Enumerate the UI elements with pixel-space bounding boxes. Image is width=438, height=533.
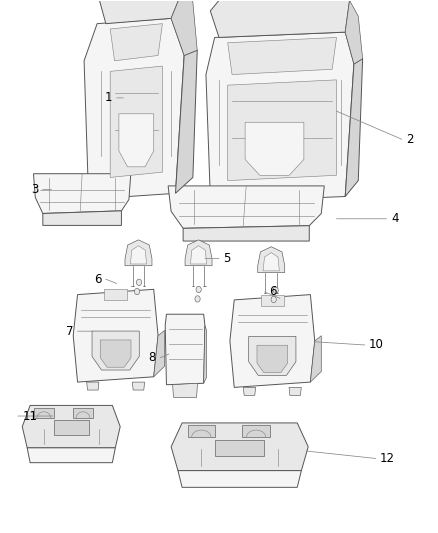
Polygon shape bbox=[257, 345, 288, 373]
Polygon shape bbox=[136, 289, 138, 294]
Polygon shape bbox=[73, 289, 158, 382]
Polygon shape bbox=[345, 1, 363, 64]
Polygon shape bbox=[43, 211, 121, 225]
Circle shape bbox=[134, 288, 140, 295]
Polygon shape bbox=[228, 37, 336, 75]
Polygon shape bbox=[171, 423, 308, 471]
Polygon shape bbox=[131, 246, 147, 264]
Polygon shape bbox=[165, 314, 205, 385]
Polygon shape bbox=[171, 0, 197, 55]
Polygon shape bbox=[132, 382, 145, 390]
Polygon shape bbox=[183, 225, 309, 241]
Polygon shape bbox=[22, 406, 120, 448]
Polygon shape bbox=[272, 297, 274, 302]
Polygon shape bbox=[245, 122, 304, 175]
Polygon shape bbox=[206, 32, 354, 202]
Polygon shape bbox=[275, 288, 276, 293]
Polygon shape bbox=[230, 295, 315, 387]
Polygon shape bbox=[263, 253, 279, 271]
Polygon shape bbox=[187, 425, 215, 437]
Polygon shape bbox=[204, 325, 207, 383]
Polygon shape bbox=[34, 408, 53, 418]
Polygon shape bbox=[125, 240, 152, 266]
Polygon shape bbox=[249, 336, 296, 375]
Text: 6: 6 bbox=[94, 273, 102, 286]
Text: 5: 5 bbox=[223, 252, 231, 265]
Polygon shape bbox=[176, 50, 197, 193]
Text: 12: 12 bbox=[380, 452, 395, 465]
Polygon shape bbox=[53, 420, 89, 435]
Polygon shape bbox=[33, 174, 131, 214]
Polygon shape bbox=[87, 382, 99, 390]
Polygon shape bbox=[345, 59, 363, 197]
Polygon shape bbox=[84, 18, 184, 199]
Polygon shape bbox=[92, 331, 139, 370]
Text: 8: 8 bbox=[148, 351, 156, 364]
Polygon shape bbox=[228, 80, 336, 181]
Polygon shape bbox=[104, 289, 127, 301]
Polygon shape bbox=[244, 387, 255, 395]
Polygon shape bbox=[138, 280, 140, 285]
Polygon shape bbox=[215, 440, 265, 456]
Polygon shape bbox=[173, 383, 198, 398]
Circle shape bbox=[195, 296, 200, 302]
Polygon shape bbox=[27, 448, 115, 463]
Polygon shape bbox=[258, 247, 285, 272]
Text: 4: 4 bbox=[391, 212, 399, 225]
Polygon shape bbox=[185, 240, 212, 266]
Text: 7: 7 bbox=[66, 325, 73, 338]
Polygon shape bbox=[210, 0, 350, 37]
Polygon shape bbox=[110, 66, 162, 177]
Polygon shape bbox=[311, 336, 321, 382]
Polygon shape bbox=[197, 296, 198, 302]
Polygon shape bbox=[154, 330, 165, 377]
Polygon shape bbox=[110, 23, 162, 61]
Circle shape bbox=[271, 296, 276, 303]
Polygon shape bbox=[73, 408, 93, 418]
Circle shape bbox=[196, 286, 201, 293]
Text: 2: 2 bbox=[406, 133, 413, 146]
Circle shape bbox=[136, 279, 141, 286]
Text: 11: 11 bbox=[22, 409, 37, 423]
Polygon shape bbox=[178, 471, 301, 487]
Polygon shape bbox=[168, 186, 324, 228]
Polygon shape bbox=[198, 287, 199, 292]
Text: 10: 10 bbox=[369, 338, 384, 351]
Polygon shape bbox=[119, 114, 154, 167]
Circle shape bbox=[273, 287, 278, 294]
Polygon shape bbox=[289, 387, 301, 395]
Polygon shape bbox=[100, 340, 131, 367]
Polygon shape bbox=[261, 295, 284, 306]
Polygon shape bbox=[191, 246, 207, 264]
Polygon shape bbox=[97, 0, 184, 23]
Text: 3: 3 bbox=[31, 183, 39, 196]
Polygon shape bbox=[242, 425, 270, 437]
Text: 1: 1 bbox=[105, 91, 113, 104]
Text: 6: 6 bbox=[269, 286, 276, 298]
